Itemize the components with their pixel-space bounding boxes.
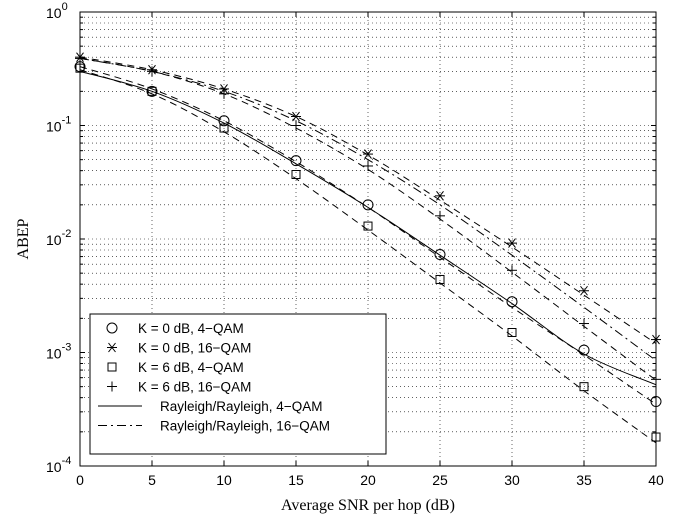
data-point-asterisk: [435, 191, 445, 201]
y-axis-label: ABEP: [15, 218, 32, 259]
data-point-asterisk: [363, 149, 373, 159]
series-line: [79, 57, 657, 361]
legend-label: K = 0 dB, 4−QAM: [138, 321, 244, 336]
legend-box: [89, 313, 387, 455]
data-point-circle: [434, 249, 446, 261]
data-point-circle: [218, 115, 230, 127]
data-point-square: [147, 86, 157, 96]
x-tick-label: 20: [360, 472, 376, 488]
legend-label: Rayleigh/Rayleigh, 4−QAM: [160, 399, 322, 414]
data-point-plus: [147, 66, 157, 77]
data-point-circle: [146, 85, 158, 97]
x-tick-label: 0: [76, 472, 84, 488]
dashed-curve: [79, 56, 657, 344]
data-point-asterisk: [291, 111, 301, 122]
data-point-square: [435, 274, 445, 284]
data-point-asterisk: [507, 238, 517, 248]
x-axis-label: Average SNR per hop (dB): [281, 497, 455, 514]
data-point-plus: [363, 160, 373, 171]
legend-marker-asterisk: [107, 342, 117, 353]
data-point-circle: [578, 344, 590, 356]
legend: K = 0 dB, 4−QAM K = 0 dB, 16−QAM K = 6 dB,…: [89, 313, 387, 455]
dashed-curve: [79, 57, 657, 381]
x-tick-label: 40: [648, 472, 664, 488]
data-point-square: [363, 221, 373, 231]
data-point-square: [507, 328, 517, 338]
data-point-square: [291, 170, 301, 180]
data-point-circle: [506, 296, 518, 308]
legend-label: K = 0 dB, 16−QAM: [138, 341, 251, 356]
legend-marker-circle: [106, 322, 118, 334]
series-line: [79, 70, 657, 386]
data-point-circle: [290, 155, 302, 167]
data-point-plus: [507, 265, 517, 276]
data-point-plus: [291, 120, 301, 131]
x-tick-label: 35: [576, 472, 592, 488]
legend-label: Rayleigh/Rayleigh, 16−QAM: [160, 419, 330, 434]
x-tick-label: 10: [216, 472, 232, 488]
legend-marker-plus: [107, 381, 117, 392]
legend-label: K = 6 dB, 16−QAM: [138, 380, 251, 395]
legend-label: K = 6 dB, 4−QAM: [138, 360, 244, 375]
markers: [74, 52, 662, 442]
data-point-square: [579, 382, 589, 392]
data-point-asterisk: [579, 285, 589, 296]
data-point-plus: [219, 88, 229, 99]
data-point-circle: [362, 199, 374, 211]
x-tick-label: 30: [504, 472, 520, 488]
data-point-square: [219, 123, 229, 133]
data-point-plus: [435, 210, 445, 221]
x-tick-label: 15: [288, 472, 304, 488]
x-tick-label: 25: [432, 472, 448, 488]
legend-marker-square: [107, 362, 117, 372]
data-point-plus: [579, 318, 589, 329]
curves: [79, 56, 657, 444]
x-tick-label: 5: [148, 472, 156, 488]
